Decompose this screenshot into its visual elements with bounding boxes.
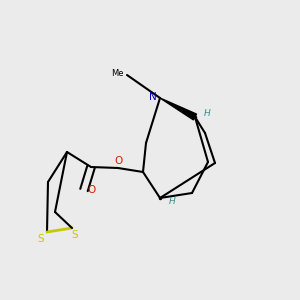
Text: H: H [169, 196, 176, 206]
Text: S: S [72, 230, 78, 240]
Text: N: N [148, 92, 156, 101]
Text: O: O [87, 185, 96, 195]
Text: O: O [115, 156, 123, 167]
Text: H: H [204, 110, 211, 118]
Text: Me: Me [112, 69, 124, 78]
Text: S: S [37, 234, 44, 244]
Polygon shape [160, 98, 196, 120]
